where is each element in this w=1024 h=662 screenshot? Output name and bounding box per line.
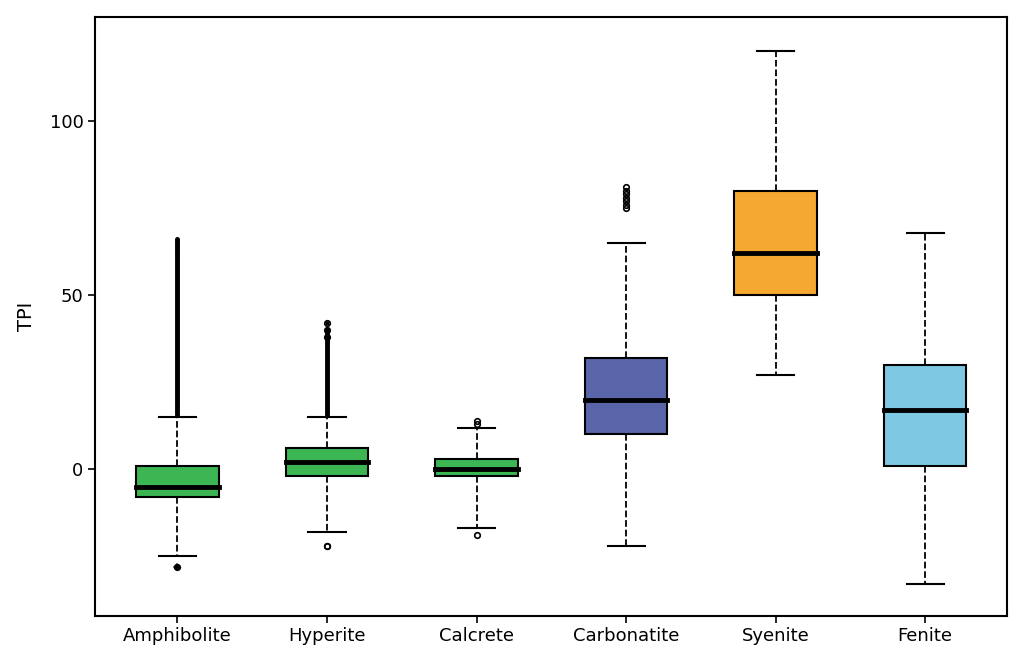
Bar (136, 466, 218, 497)
Bar (585, 358, 668, 434)
Bar (435, 459, 518, 476)
Bar (286, 448, 368, 476)
Bar (734, 191, 817, 295)
Bar (884, 365, 967, 466)
Y-axis label: TPI: TPI (16, 301, 36, 331)
